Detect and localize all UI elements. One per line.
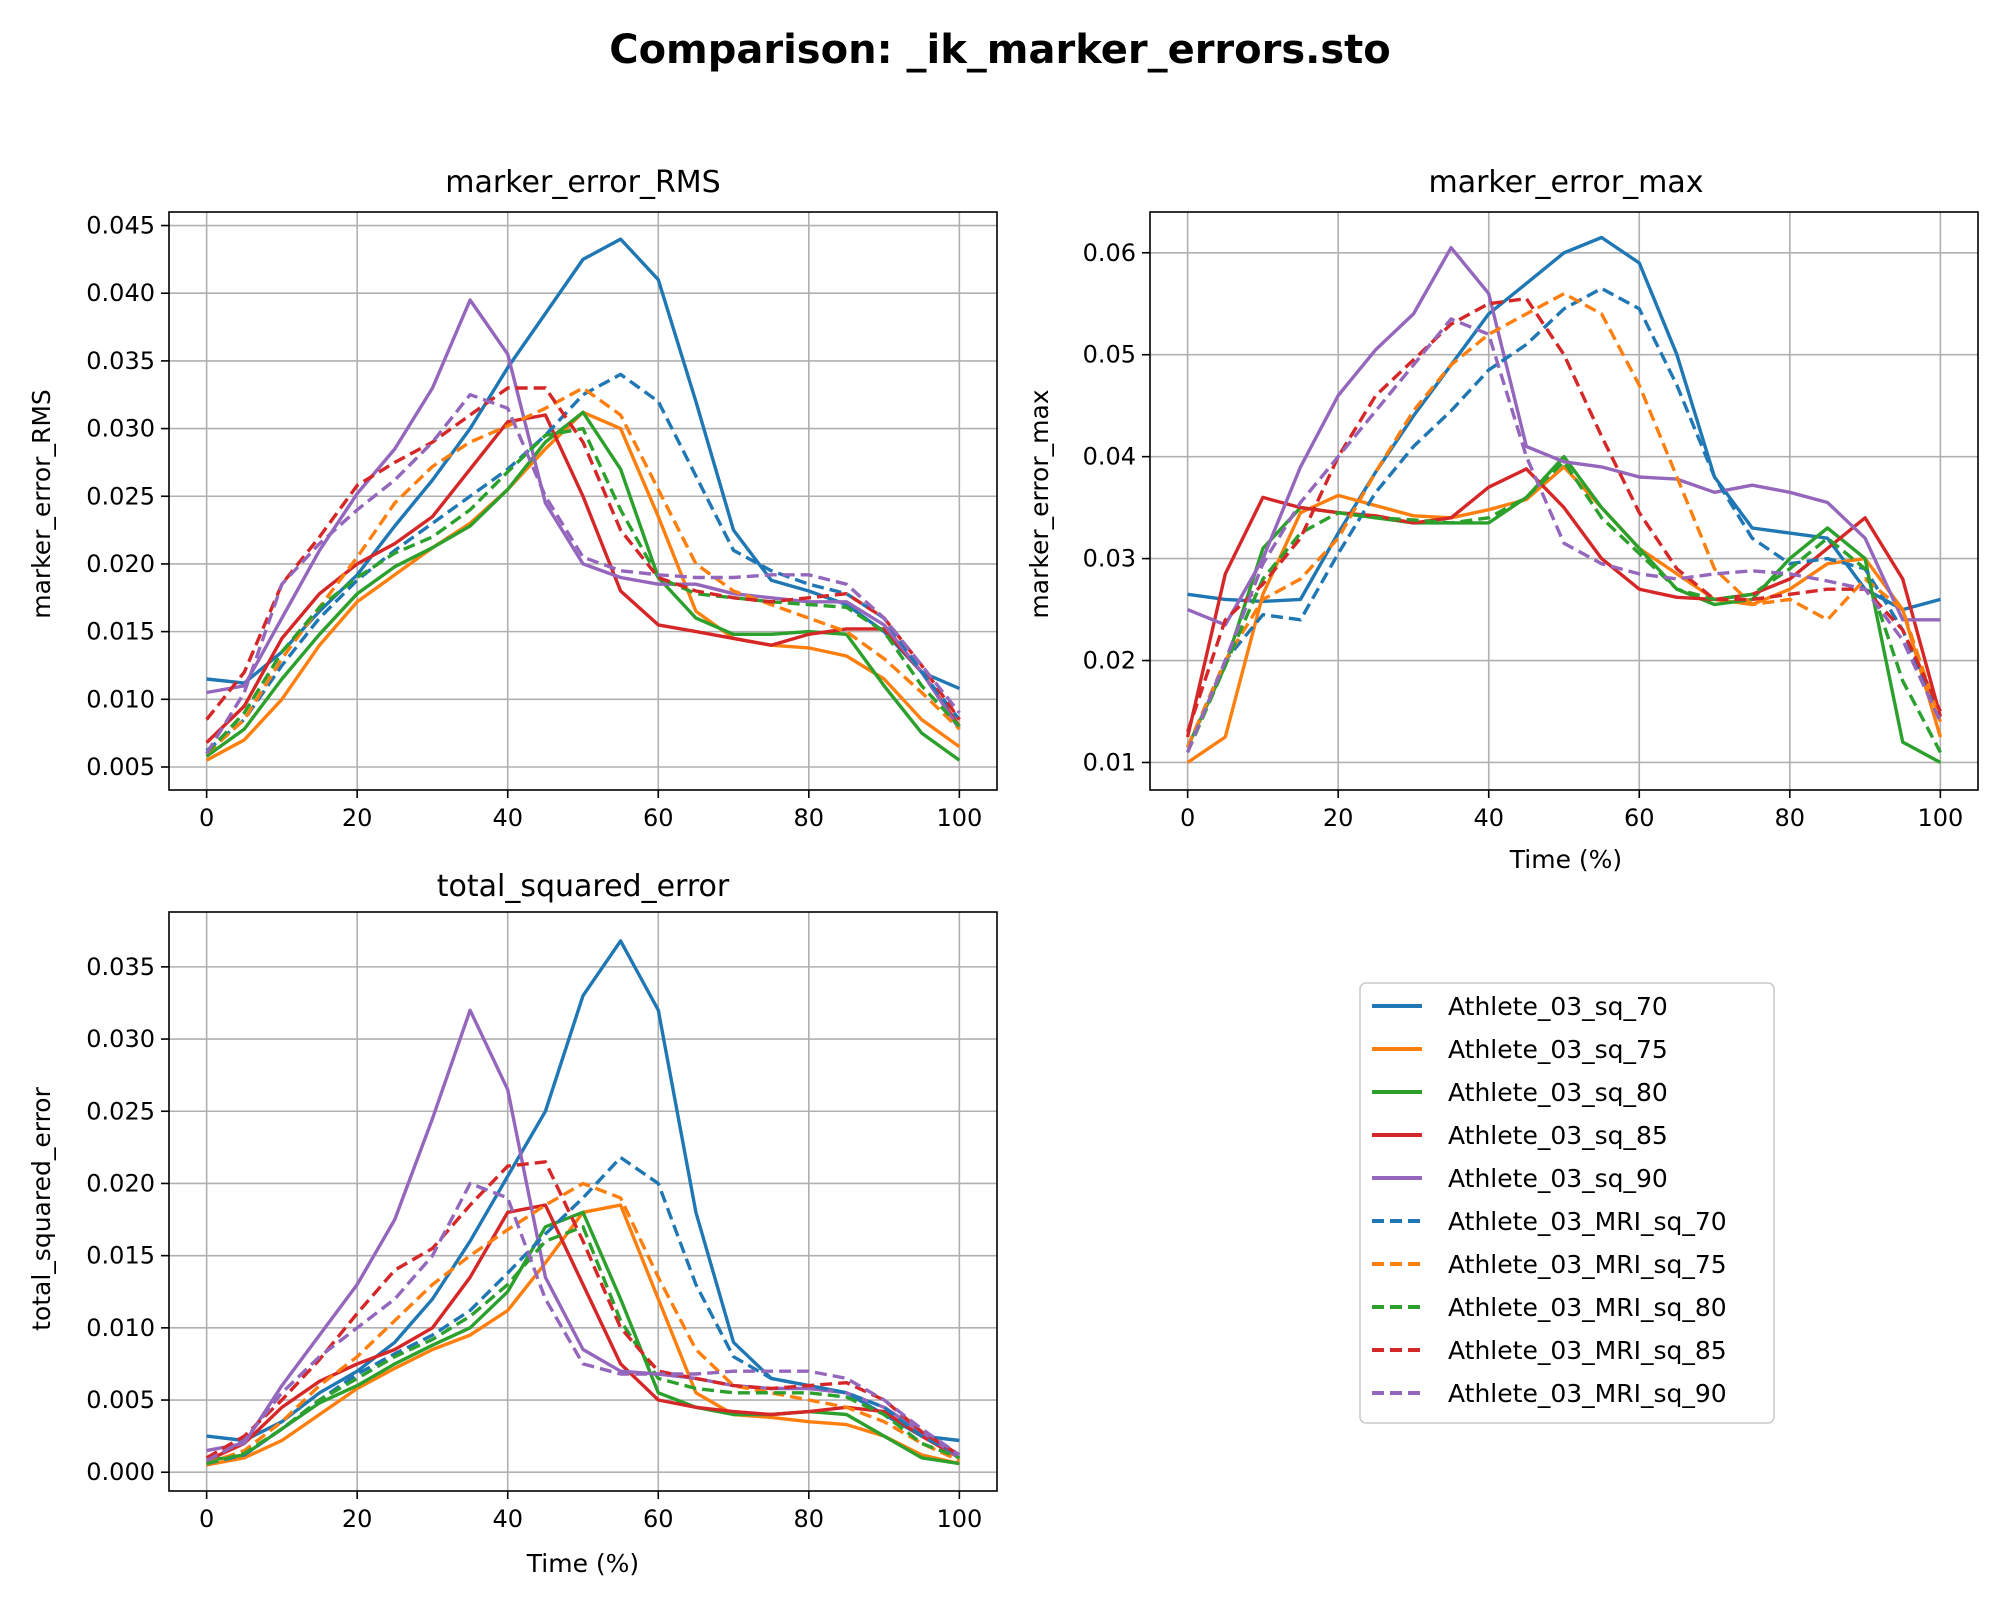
series-line-Athlete_03_sq_85 bbox=[205, 413, 961, 744]
series-line-Athlete_03_MRI_sq_80 bbox=[206, 1225, 961, 1466]
series-line-Athlete_03_MRI_sq_70 bbox=[205, 372, 961, 753]
y-tick-label: 0.04 bbox=[1083, 443, 1136, 471]
legend-label: Athlete_03_MRI_sq_75 bbox=[1448, 1250, 1727, 1279]
x-tick-label: 80 bbox=[794, 1505, 825, 1533]
x-tick-label: 100 bbox=[936, 1505, 982, 1533]
x-tick-label: 40 bbox=[492, 804, 523, 832]
y-tick-label: 0.02 bbox=[1083, 647, 1136, 675]
x-tick-label: 20 bbox=[1323, 804, 1354, 832]
series-line-Athlete_03_sq_75 bbox=[1186, 465, 1943, 764]
series-line-Athlete_03_MRI_sq_85 bbox=[1185, 296, 1942, 733]
y-tick-label: 0.030 bbox=[86, 415, 155, 443]
y-axis-label: total_squared_error bbox=[27, 1086, 56, 1330]
legend-label: Athlete_03_sq_85 bbox=[1448, 1121, 1668, 1150]
x-tick-label: 20 bbox=[342, 1505, 373, 1533]
x-tick-label: 80 bbox=[1775, 804, 1806, 832]
series-line-Athlete_03_MRI_sq_75 bbox=[206, 1181, 961, 1466]
series-line-Athlete_03_sq_80 bbox=[206, 1210, 960, 1466]
y-tick-label: 0.015 bbox=[86, 1242, 155, 1270]
y-tick-label: 0.035 bbox=[86, 953, 155, 981]
series-line-Athlete_03_MRI_sq_70 bbox=[1186, 286, 1942, 748]
y-tick-label: 0.005 bbox=[86, 753, 155, 781]
x-tick-label: 40 bbox=[492, 1505, 523, 1533]
y-tick-label: 0.010 bbox=[86, 685, 155, 713]
series-line-Athlete_03_sq_80 bbox=[205, 410, 961, 762]
series-line-Athlete_03_MRI_sq_80 bbox=[1186, 460, 1942, 754]
series-line-Athlete_03_MRI_sq_80 bbox=[205, 426, 961, 755]
y-tick-label: 0.010 bbox=[86, 1314, 155, 1342]
x-tick-label: 100 bbox=[936, 804, 982, 832]
y-tick-label: 0.020 bbox=[86, 550, 155, 578]
x-tick-label: 0 bbox=[199, 1505, 214, 1533]
plot-frame bbox=[1149, 211, 1979, 791]
panel-title: marker_error_max bbox=[1428, 165, 1703, 200]
series-line-Athlete_03_MRI_sq_75 bbox=[1186, 291, 1943, 748]
y-tick-label: 0.025 bbox=[86, 482, 155, 510]
panel-title: total_squared_error bbox=[437, 869, 730, 904]
x-tick-label: 40 bbox=[1473, 804, 1504, 832]
legend-label: Athlete_03_sq_75 bbox=[1448, 1035, 1668, 1064]
plot-frame bbox=[168, 211, 998, 791]
figure-title: Comparison: _ik_marker_errors.sto bbox=[609, 27, 1391, 73]
x-tick-label: 80 bbox=[794, 804, 825, 832]
y-tick-label: 0.030 bbox=[86, 1025, 155, 1053]
series-line-Athlete_03_MRI_sq_85 bbox=[205, 1160, 961, 1460]
y-tick-label: 0.01 bbox=[1083, 748, 1136, 776]
y-tick-label: 0.045 bbox=[86, 212, 155, 240]
y-tick-label: 0.06 bbox=[1083, 239, 1136, 267]
series-line-Athlete_03_MRI_sq_90 bbox=[1186, 317, 1942, 753]
x-tick-label: 60 bbox=[643, 804, 674, 832]
legend-label: Athlete_03_MRI_sq_90 bbox=[1448, 1379, 1727, 1408]
panel-title: marker_error_RMS bbox=[445, 165, 720, 200]
series-line-Athlete_03_sq_90 bbox=[1186, 245, 1941, 627]
plot-frame bbox=[168, 911, 998, 1492]
legend-label: Athlete_03_sq_70 bbox=[1448, 992, 1668, 1021]
panel-total-squared-error: total_squared_error total_squared_error … bbox=[27, 869, 998, 1578]
x-tick-label: 0 bbox=[199, 804, 214, 832]
y-tick-label: 0.025 bbox=[86, 1097, 155, 1125]
x-tick-label: 20 bbox=[342, 804, 373, 832]
series-line-Athlete_03_MRI_sq_75 bbox=[205, 386, 961, 755]
x-axis-label: Time (%) bbox=[1509, 845, 1622, 874]
series-line-Athlete_03_MRI_sq_90 bbox=[205, 1181, 961, 1463]
y-tick-label: 0.000 bbox=[86, 1458, 155, 1486]
y-axis-label: marker_error_max bbox=[1025, 389, 1054, 618]
legend-label: Athlete_03_MRI_sq_80 bbox=[1448, 1293, 1727, 1322]
legend: Athlete_03_sq_70 Athlete_03_sq_75 Athlete_… bbox=[1359, 982, 1775, 1424]
y-tick-label: 0.035 bbox=[86, 347, 155, 375]
x-axis-label: Time (%) bbox=[526, 1549, 639, 1578]
legend-frame bbox=[1359, 982, 1775, 1424]
y-tick-label: 0.03 bbox=[1083, 545, 1136, 573]
series-line-Athlete_03_MRI_sq_90 bbox=[205, 393, 961, 755]
y-axis-label: marker_error_RMS bbox=[27, 389, 56, 619]
x-tick-label: 60 bbox=[643, 1505, 674, 1533]
legend-label: Athlete_03_sq_80 bbox=[1448, 1078, 1668, 1107]
legend-label: Athlete_03_MRI_sq_85 bbox=[1448, 1336, 1727, 1365]
legend-label: Athlete_03_MRI_sq_70 bbox=[1448, 1207, 1727, 1236]
panel-marker-error-rms: marker_error_RMS marker_error_RMS 0 20 40 6… bbox=[27, 165, 998, 832]
x-tick-label: 60 bbox=[1624, 804, 1655, 832]
y-tick-label: 0.005 bbox=[86, 1386, 155, 1414]
x-tick-label: 100 bbox=[1917, 804, 1963, 832]
y-tick-label: 0.020 bbox=[86, 1169, 155, 1197]
y-tick-label: 0.040 bbox=[86, 279, 155, 307]
series-line-Athlete_03_MRI_sq_85 bbox=[205, 386, 961, 721]
legend-label: Athlete_03_sq_90 bbox=[1448, 1164, 1668, 1193]
y-tick-label: 0.05 bbox=[1083, 341, 1136, 369]
x-tick-label: 0 bbox=[1180, 804, 1195, 832]
y-tick-label: 0.015 bbox=[86, 618, 155, 646]
panel-marker-error-max: marker_error_max marker_error_max Time (… bbox=[1025, 165, 1979, 874]
